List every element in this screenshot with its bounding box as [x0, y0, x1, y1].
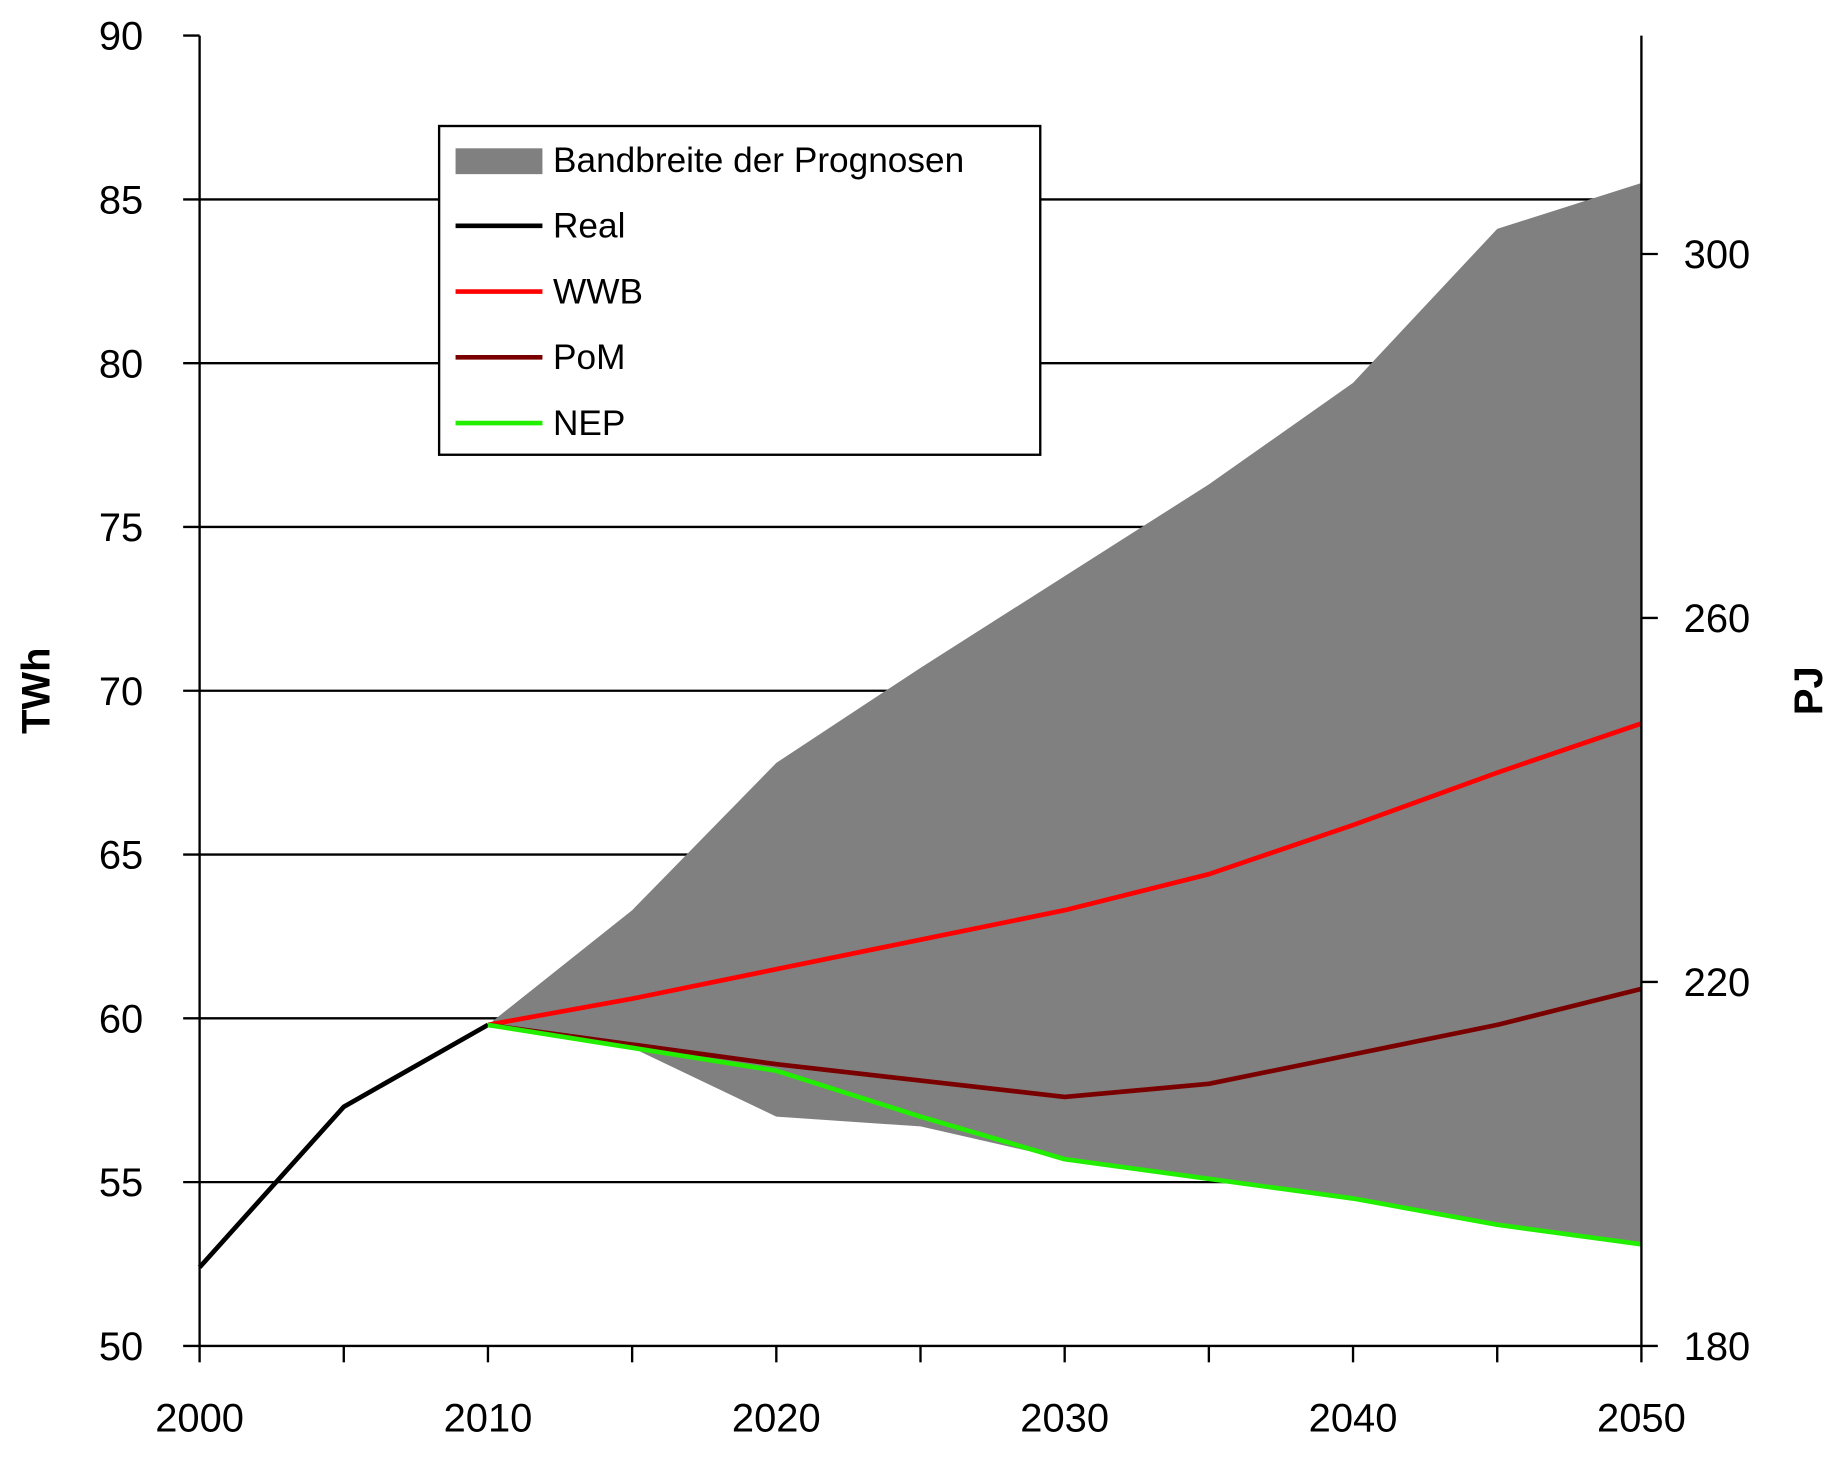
y-tick-label: 75 [99, 506, 143, 550]
y-tick-label: 55 [99, 1161, 143, 1205]
x-tick-label: 2020 [732, 1397, 821, 1441]
legend-label: PoM [553, 338, 625, 377]
x-tick-label: 2010 [444, 1397, 533, 1441]
axes: 50 55 60 65 70 75 80 85 90 180 220 260 300 2000 2010 20… [99, 15, 1750, 1441]
legend: Bandbreite der Prognosen Real WWB PoM NEP [437, 124, 1042, 456]
series-line-real [197, 1022, 490, 1269]
series-line-pom [487, 986, 1642, 1100]
series-layer [197, 721, 1643, 1269]
x-tick-label: 2000 [155, 1397, 244, 1441]
y-tick-label: 85 [99, 178, 143, 222]
x-tick-label: 2040 [1309, 1397, 1398, 1441]
y-tick-label: 90 [99, 15, 143, 59]
y-tick-label: 50 [99, 1325, 143, 1369]
x-tick-label: 2050 [1597, 1397, 1686, 1441]
x-tick-label: 2030 [1020, 1397, 1109, 1441]
y2-tick-label: 300 [1684, 233, 1751, 277]
y2-tick-label: 180 [1684, 1325, 1751, 1369]
y-tick-label: 80 [99, 342, 143, 386]
y2-tick-label: 260 [1684, 597, 1751, 641]
y2-axis-label: PJ [1787, 666, 1831, 715]
series-line-nep [487, 1022, 1642, 1247]
y-tick-label: 60 [99, 997, 143, 1041]
band-layer [487, 183, 1642, 1245]
legend-label: Real [553, 207, 625, 246]
y2-tick-label: 220 [1684, 961, 1751, 1005]
y-axis-label: TWh [14, 648, 58, 734]
series-line-wwb [487, 721, 1643, 1028]
y-tick-label: 65 [99, 834, 143, 878]
legend-swatch-band [455, 148, 543, 175]
legend-label: WWB [553, 272, 643, 311]
forecast-band [487, 183, 1642, 1245]
legend-label: NEP [553, 404, 625, 443]
y-tick-label: 70 [99, 670, 143, 714]
legend-label: Bandbreite der Prognosen [553, 141, 964, 180]
